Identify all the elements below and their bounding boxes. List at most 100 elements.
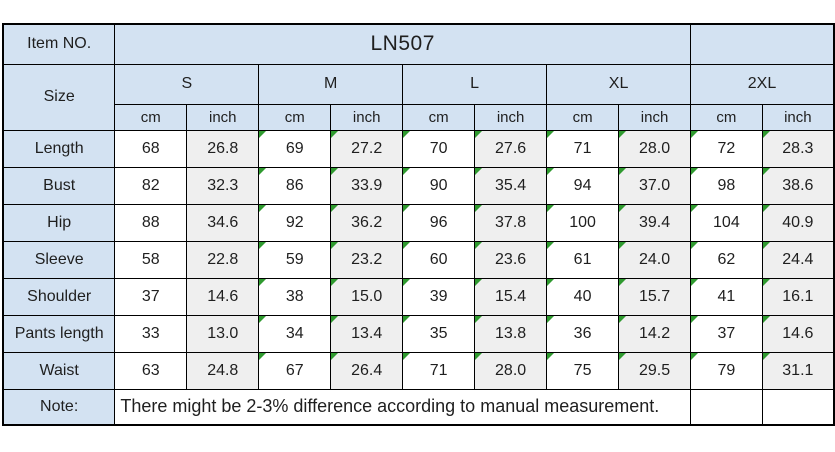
measurement-value-cell: 79: [690, 351, 763, 390]
measurement-value-cell: 35.4: [474, 166, 548, 205]
measurement-value-cell: 24.8: [186, 351, 260, 390]
measurement-value-cell: 32.3: [186, 166, 260, 205]
measurement-value-cell: 88: [114, 203, 188, 242]
measurement-value-cell: 94: [546, 166, 620, 205]
measurement-row-label: Sleeve: [2, 240, 116, 279]
unit-header: inch: [186, 103, 260, 131]
measurement-value-cell: 22.8: [186, 240, 260, 279]
measurement-value-cell: 63: [114, 351, 188, 390]
measurement-value-cell: 37.8: [474, 203, 548, 242]
unit-header: cm: [402, 103, 476, 131]
measurement-value-cell: 36.2: [330, 203, 404, 242]
unit-header: inch: [474, 103, 548, 131]
note-label: Note:: [2, 388, 116, 426]
measurement-row: Waist 63 24.8 67 26.4 71 28.0 75 29.5 79 31.1: [2, 351, 835, 390]
unit-header: inch: [330, 103, 404, 131]
size-header-xl: XL: [546, 63, 692, 105]
measurement-value-cell: 14.2: [618, 314, 692, 353]
unit-header: inch: [761, 103, 835, 131]
measurement-value-cell: 104: [690, 203, 763, 242]
unit-header: inch: [618, 103, 692, 131]
measurement-row: Shoulder 37 14.6 38 15.0 39 15.4 40 15.7 41 16.1: [2, 277, 835, 316]
measurement-value-cell: 35: [402, 314, 476, 353]
measurement-value-cell: 70: [402, 129, 476, 168]
size-chart-table: Item NO. LN507 Size S M L XL 2XL cm inch…: [2, 23, 835, 426]
measurement-row-label: Hip: [2, 203, 116, 242]
measurement-value-cell: 24.4: [761, 240, 835, 279]
measurement-value-cell: 29.5: [618, 351, 692, 390]
measurement-value-cell: 58: [114, 240, 188, 279]
measurement-row-label: Bust: [2, 166, 116, 205]
item-no-row: Item NO. LN507: [2, 23, 835, 65]
unit-header-row: cm inch cm inch cm inch cm inch cm inch: [3, 103, 835, 131]
item-no-value: LN507: [114, 23, 692, 65]
measurement-value-cell: 27.2: [330, 129, 404, 168]
measurement-value-cell: 38.6: [761, 166, 835, 205]
measurement-value-cell: 33: [114, 314, 188, 353]
measurement-value-cell: 40.9: [761, 203, 835, 242]
size-header-m: M: [258, 63, 404, 105]
measurement-value-cell: 15.7: [618, 277, 692, 316]
measurement-row: Bust 82 32.3 86 33.9 90 35.4 94 37.0 98 38.6: [2, 166, 835, 205]
measurement-value-cell: 13.8: [474, 314, 548, 353]
measurement-value-cell: 34: [258, 314, 332, 353]
measurement-value-cell: 13.0: [186, 314, 260, 353]
measurement-value-cell: 60: [402, 240, 476, 279]
measurement-value-cell: 100: [546, 203, 620, 242]
measurement-row-label: Shoulder: [2, 277, 116, 316]
measurement-value-cell: 26.8: [186, 129, 260, 168]
measurement-value-cell: 16.1: [761, 277, 835, 316]
measurement-value-cell: 13.4: [330, 314, 404, 353]
measurement-value-cell: 14.6: [761, 314, 835, 353]
note-row: Note: There might be 2-3% difference acc…: [2, 388, 835, 426]
size-header-l: L: [402, 63, 548, 105]
measurement-value-cell: 39: [402, 277, 476, 316]
measurement-value-cell: 37: [690, 314, 763, 353]
measurement-value-cell: 68: [114, 129, 188, 168]
size-header-2xl: 2XL: [690, 63, 835, 105]
note-empty-cell: [761, 388, 835, 426]
measurement-value-cell: 69: [258, 129, 332, 168]
unit-header: cm: [114, 103, 188, 131]
measurement-value-cell: 27.6: [474, 129, 548, 168]
measurement-value-cell: 41: [690, 277, 763, 316]
measurement-value-cell: 36: [546, 314, 620, 353]
measurement-value-cell: 23.2: [330, 240, 404, 279]
measurement-value-cell: 67: [258, 351, 332, 390]
measurement-value-cell: 39.4: [618, 203, 692, 242]
measurement-row: Length 68 26.8 69 27.2 70 27.6 71 28.0 72 28.3: [2, 129, 835, 168]
measurement-value-cell: 26.4: [330, 351, 404, 390]
measurement-value-cell: 98: [690, 166, 763, 205]
size-header-s: S: [114, 63, 260, 105]
item-no-label: Item NO.: [2, 23, 116, 65]
measurement-value-cell: 28.3: [761, 129, 835, 168]
measurement-value-cell: 90: [402, 166, 476, 205]
measurement-value-cell: 96: [402, 203, 476, 242]
measurement-row: Sleeve 58 22.8 59 23.2 60 23.6 61 24.0 62 24.4: [2, 240, 835, 279]
measurement-value-cell: 86: [258, 166, 332, 205]
measurement-value-cell: 61: [546, 240, 620, 279]
measurement-value-cell: 92: [258, 203, 332, 242]
measurement-value-cell: 28.0: [474, 351, 548, 390]
note-text: There might be 2-3% difference according…: [114, 388, 692, 426]
size-header-row: Size S M L XL 2XL: [2, 63, 835, 131]
measurement-row-label: Length: [2, 129, 116, 168]
measurement-value-cell: 38: [258, 277, 332, 316]
unit-header: cm: [546, 103, 620, 131]
measurement-row: Pants length 33 13.0 34 13.4 35 13.8 36 14.2 37 14…: [2, 314, 835, 353]
measurement-value-cell: 37.0: [618, 166, 692, 205]
measurement-value-cell: 15.0: [330, 277, 404, 316]
measurement-value-cell: 59: [258, 240, 332, 279]
measurement-row-label: Pants length: [2, 314, 116, 353]
measurement-value-cell: 24.0: [618, 240, 692, 279]
measurement-value-cell: 15.4: [474, 277, 548, 316]
measurement-value-cell: 28.0: [618, 129, 692, 168]
measurement-value-cell: 71: [546, 129, 620, 168]
measurement-value-cell: 23.6: [474, 240, 548, 279]
measurement-value-cell: 75: [546, 351, 620, 390]
measurement-row-label: Waist: [2, 351, 116, 390]
measurement-value-cell: 34.6: [186, 203, 260, 242]
measurement-value-cell: 33.9: [330, 166, 404, 205]
size-label: Size: [2, 63, 116, 131]
measurement-value-cell: 72: [690, 129, 763, 168]
